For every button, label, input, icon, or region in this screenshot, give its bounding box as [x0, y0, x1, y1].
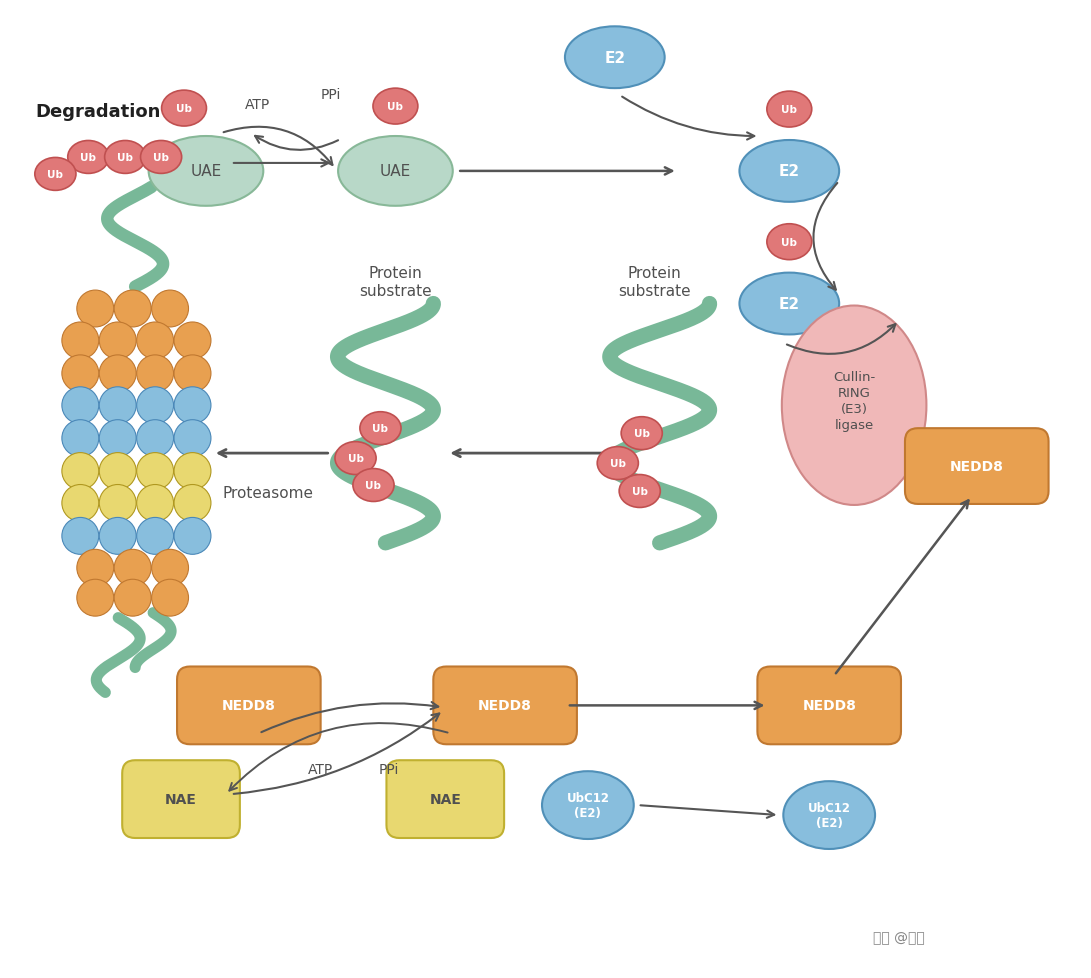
Ellipse shape — [360, 413, 401, 445]
Text: NEDD8: NEDD8 — [478, 698, 532, 713]
Ellipse shape — [740, 273, 839, 335]
Circle shape — [115, 580, 152, 616]
Circle shape — [152, 580, 189, 616]
Text: E2: E2 — [779, 296, 800, 312]
Circle shape — [152, 550, 189, 587]
Text: ATP: ATP — [308, 763, 333, 777]
Text: Degradation: Degradation — [36, 103, 161, 121]
Circle shape — [136, 356, 173, 392]
Text: Ub: Ub — [348, 454, 363, 464]
Text: Protein
substrate: Protein substrate — [359, 265, 432, 299]
Circle shape — [62, 518, 99, 555]
Ellipse shape — [352, 469, 394, 502]
Circle shape — [152, 290, 189, 328]
FancyBboxPatch shape — [757, 667, 901, 744]
Ellipse shape — [767, 92, 812, 128]
Ellipse shape — [161, 91, 206, 127]
Text: Protein
substrate: Protein substrate — [619, 265, 691, 299]
Text: Ub: Ub — [176, 104, 192, 114]
Text: Ub: Ub — [117, 153, 133, 162]
Circle shape — [115, 550, 152, 587]
Text: ATP: ATP — [245, 98, 271, 111]
Text: Ub: Ub — [153, 153, 169, 162]
Ellipse shape — [35, 158, 76, 191]
Text: UAE: UAE — [190, 164, 221, 179]
Circle shape — [136, 518, 173, 555]
Circle shape — [76, 580, 113, 616]
Circle shape — [62, 453, 99, 490]
Ellipse shape — [542, 772, 634, 839]
Text: UbC12
(E2): UbC12 (E2) — [807, 801, 851, 829]
Circle shape — [175, 453, 211, 490]
Circle shape — [99, 356, 136, 392]
Ellipse shape — [620, 475, 660, 508]
Circle shape — [136, 421, 173, 457]
Text: Ub: Ub — [47, 170, 63, 180]
Text: UbC12
(E2): UbC12 (E2) — [566, 791, 610, 820]
Text: Ub: Ub — [372, 423, 388, 433]
Circle shape — [62, 387, 99, 424]
Circle shape — [136, 453, 173, 490]
Circle shape — [115, 290, 152, 328]
Text: PPi: PPi — [321, 88, 340, 102]
Text: UAE: UAE — [380, 164, 411, 179]
Circle shape — [62, 356, 99, 392]
Text: Ub: Ub — [81, 153, 96, 162]
Text: E2: E2 — [779, 164, 800, 179]
Circle shape — [99, 485, 136, 522]
Text: Ub: Ub — [781, 105, 798, 115]
Circle shape — [175, 485, 211, 522]
Ellipse shape — [621, 418, 662, 450]
Circle shape — [99, 323, 136, 360]
Text: Ub: Ub — [632, 486, 648, 497]
Ellipse shape — [782, 306, 926, 506]
Circle shape — [76, 290, 113, 328]
Ellipse shape — [148, 137, 263, 206]
Ellipse shape — [373, 89, 418, 125]
Text: Cullin-
RING
(E3)
ligase: Cullin- RING (E3) ligase — [834, 371, 875, 431]
Ellipse shape — [597, 447, 638, 480]
Text: Ub: Ub — [365, 480, 382, 491]
Circle shape — [175, 518, 211, 555]
Circle shape — [76, 550, 113, 587]
Ellipse shape — [68, 142, 109, 174]
Ellipse shape — [141, 142, 182, 174]
Text: NAE: NAE — [165, 792, 197, 806]
Circle shape — [99, 387, 136, 424]
Text: Proteasome: Proteasome — [223, 486, 314, 501]
Text: NAE: NAE — [430, 792, 461, 806]
Circle shape — [136, 485, 173, 522]
Ellipse shape — [335, 442, 376, 475]
Text: NEDD8: NEDD8 — [950, 460, 1004, 473]
Circle shape — [175, 323, 211, 360]
Ellipse shape — [740, 141, 839, 202]
Circle shape — [175, 421, 211, 457]
Circle shape — [175, 356, 211, 392]
Text: E2: E2 — [604, 51, 625, 66]
Circle shape — [99, 518, 136, 555]
FancyBboxPatch shape — [433, 667, 577, 744]
Ellipse shape — [105, 142, 146, 174]
Text: NEDD8: NEDD8 — [221, 698, 276, 713]
Ellipse shape — [338, 137, 453, 206]
Circle shape — [99, 453, 136, 490]
Text: Ub: Ub — [387, 102, 404, 111]
Circle shape — [136, 323, 173, 360]
Text: NEDD8: NEDD8 — [802, 698, 856, 713]
FancyBboxPatch shape — [386, 761, 504, 838]
Text: Ub: Ub — [781, 238, 798, 247]
Ellipse shape — [565, 27, 664, 89]
Circle shape — [99, 421, 136, 457]
FancyBboxPatch shape — [177, 667, 321, 744]
FancyBboxPatch shape — [122, 761, 240, 838]
Circle shape — [175, 387, 211, 424]
Circle shape — [62, 323, 99, 360]
Circle shape — [62, 421, 99, 457]
FancyBboxPatch shape — [904, 428, 1048, 505]
Circle shape — [62, 485, 99, 522]
Text: PPi: PPi — [379, 763, 398, 777]
Ellipse shape — [783, 781, 875, 849]
Ellipse shape — [767, 225, 812, 260]
Text: Ub: Ub — [634, 428, 650, 439]
Text: Ub: Ub — [610, 459, 626, 468]
